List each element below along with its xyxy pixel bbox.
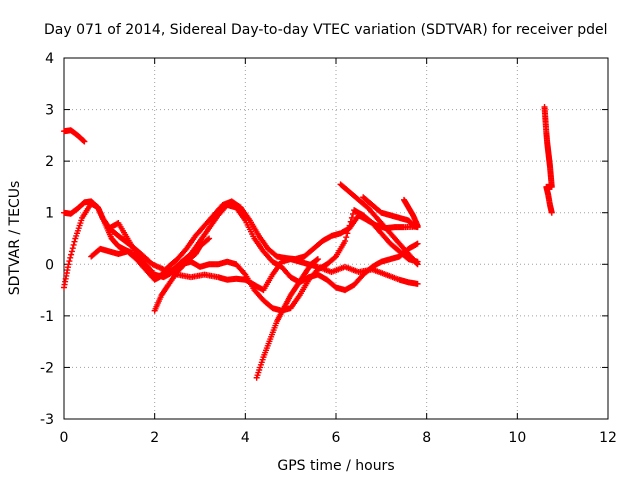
data-point: [69, 245, 76, 252]
x-tick-label: 6: [332, 430, 341, 446]
data-point: [66, 258, 73, 265]
series-arc-a: [61, 127, 88, 145]
chart-title: Day 071 of 2014, Sidereal Day-to-day VTE…: [44, 22, 608, 38]
series-arc-e: [106, 207, 421, 314]
series-arc-d: [88, 201, 421, 294]
data-point: [345, 226, 352, 233]
data-point: [70, 241, 77, 248]
data-point: [71, 238, 78, 245]
data-point: [342, 238, 349, 245]
data-point: [314, 256, 321, 263]
data-point: [241, 270, 248, 277]
x-axis-label: GPS time / hours: [277, 458, 394, 474]
series-arc-g: [253, 256, 321, 381]
y-tick-label: 3: [45, 103, 54, 119]
y-tick-label: -2: [40, 360, 54, 376]
data-point: [68, 251, 75, 258]
x-tick-label: 4: [241, 430, 250, 446]
data-point: [80, 137, 87, 144]
data-points: [61, 103, 555, 381]
x-tick-label: 8: [422, 430, 431, 446]
y-tick-label: -3: [40, 412, 54, 428]
series-arc-f: [151, 235, 213, 314]
data-point: [67, 254, 74, 261]
data-point: [346, 222, 353, 229]
data-point: [81, 138, 88, 145]
series-arc-i: [360, 194, 421, 231]
data-point: [414, 261, 421, 268]
data-point: [414, 240, 421, 247]
y-tick-label: 4: [45, 51, 54, 67]
y-tick-label: 1: [45, 206, 54, 222]
y-tick-label: 2: [45, 154, 54, 170]
data-point: [548, 209, 555, 216]
x-tick-label: 12: [599, 430, 617, 446]
data-point: [343, 234, 350, 241]
data-point: [348, 214, 355, 221]
data-point: [350, 211, 356, 218]
data-point: [68, 248, 75, 255]
x-tick-label: 10: [508, 430, 526, 446]
data-point: [344, 230, 351, 237]
data-point: [347, 218, 354, 225]
y-axis-label: SDTVAR / TECUs: [7, 181, 23, 296]
data-point: [414, 222, 421, 229]
grid-lines: [64, 58, 608, 419]
series-arc-k: [541, 103, 555, 216]
series-arc-h: [337, 181, 421, 268]
y-tick-label: 0: [45, 257, 54, 273]
series-arc-j: [401, 196, 421, 229]
data-point: [65, 261, 72, 268]
x-tick-label: 2: [150, 430, 159, 446]
y-tick-label: -1: [40, 309, 54, 325]
data-point: [414, 280, 421, 287]
x-tick-label: 0: [60, 430, 69, 446]
data-point: [204, 236, 211, 243]
data-point: [206, 235, 213, 242]
